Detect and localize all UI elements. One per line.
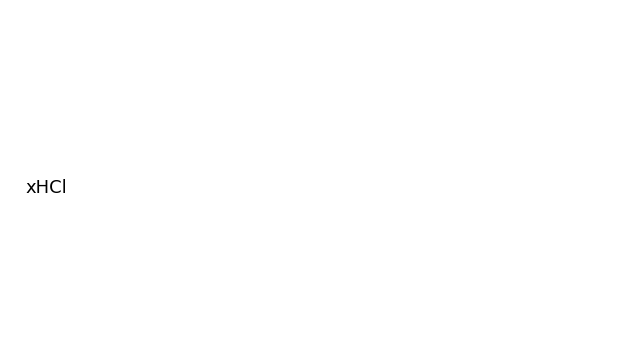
Text: xHCl: xHCl: [26, 179, 67, 198]
